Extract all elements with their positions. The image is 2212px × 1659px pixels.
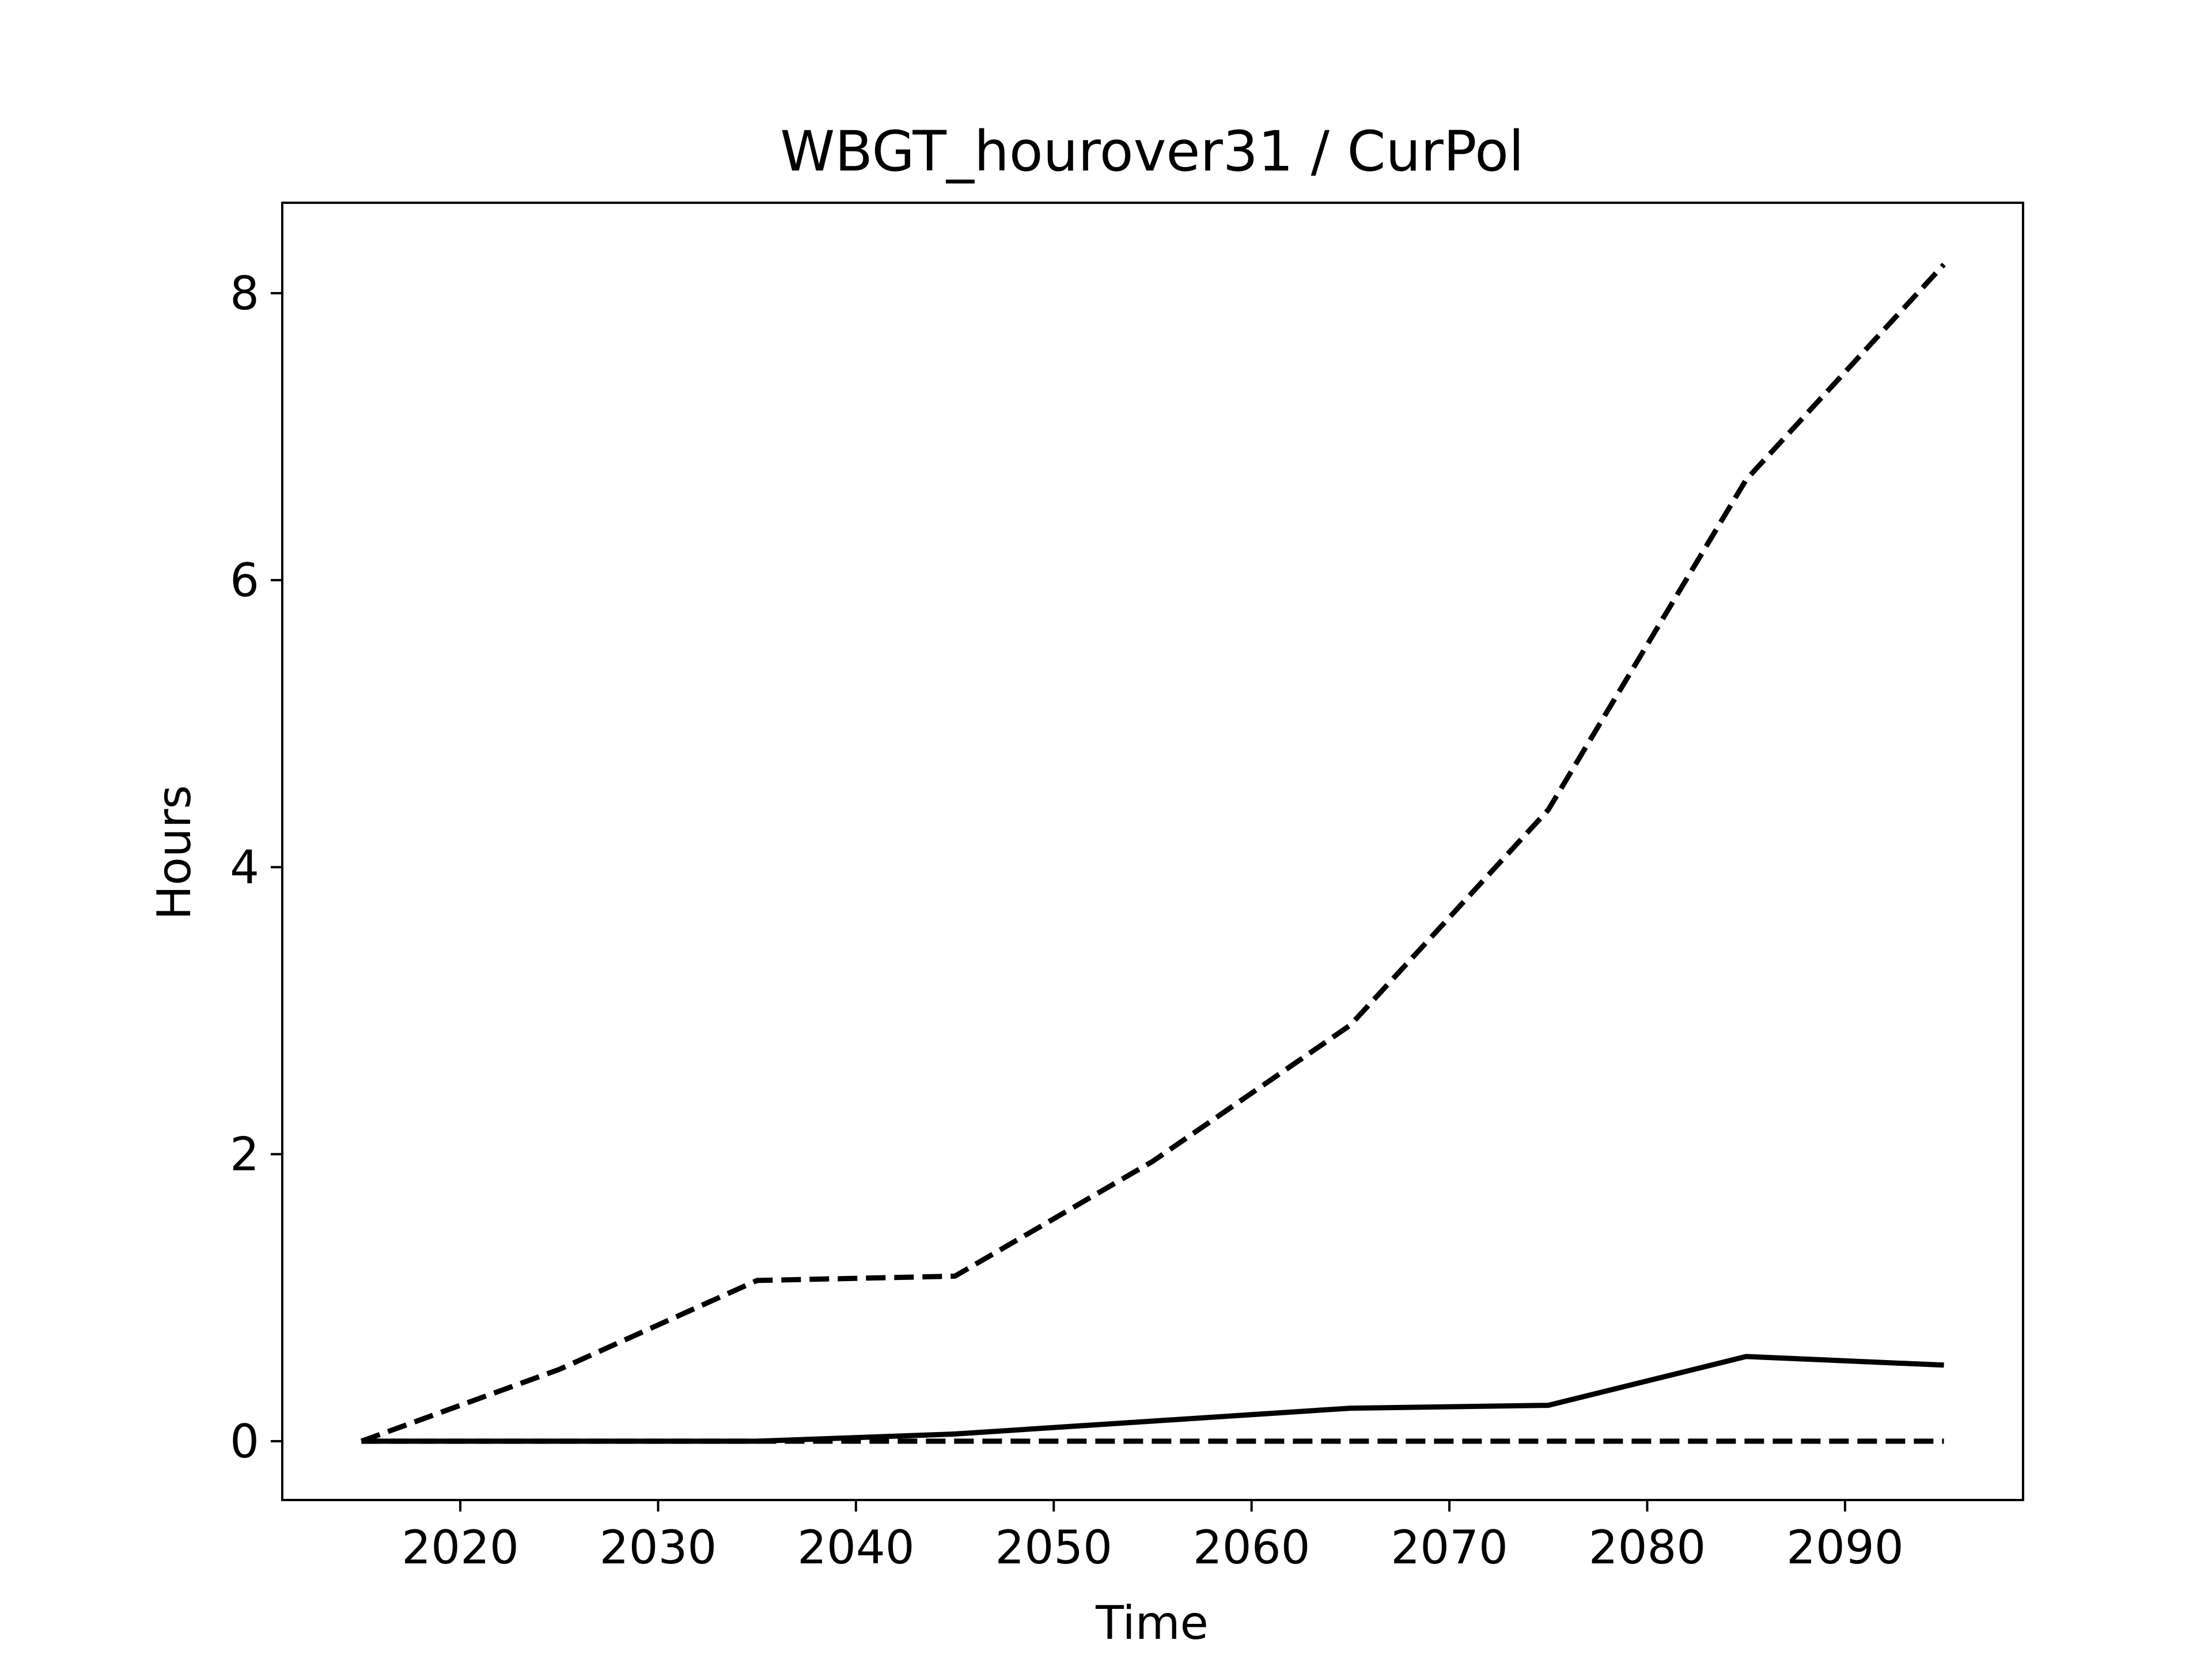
series-line-1 (360, 263, 1946, 1444)
plot-area-frame (281, 202, 2024, 1501)
x-tick-label: 2040 (797, 1521, 915, 1574)
y-tick-label: 0 (230, 1415, 259, 1468)
tick-layer: 2020 2030 2040 2050 2060 2070 2080 2090 0 2 4 6 8 (230, 267, 1904, 1574)
y-tick-label: 6 (230, 554, 259, 607)
y-tick-label: 8 (230, 267, 259, 320)
series-layer (360, 263, 1946, 1444)
x-tick-label: 2060 (1193, 1521, 1310, 1574)
x-tick-label: 2050 (995, 1521, 1112, 1574)
y-tick-label: 2 (230, 1128, 259, 1181)
y-tick-label: 4 (230, 840, 259, 894)
y-axis-title: Hours (147, 785, 201, 920)
chart-title: WBGT_hourover31 / CurPol (780, 119, 1524, 184)
x-tick-label: 2020 (402, 1521, 519, 1574)
x-tick-label: 2070 (1391, 1521, 1508, 1574)
x-tick-label: 2030 (600, 1521, 717, 1574)
x-axis-title: Time (1095, 1596, 1209, 1650)
x-tick-label: 2080 (1589, 1521, 1706, 1574)
x-tick-label: 2090 (1786, 1521, 1904, 1574)
